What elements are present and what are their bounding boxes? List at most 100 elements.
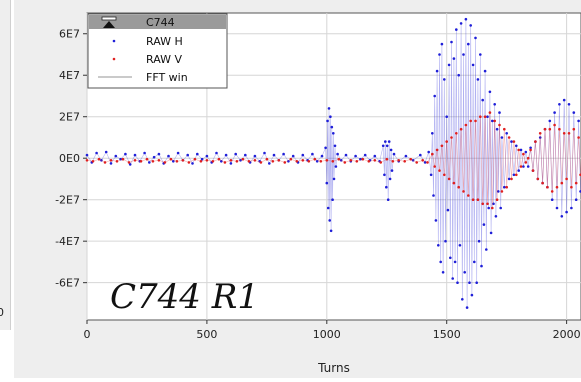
data-point-raw-h	[133, 153, 137, 157]
data-point-raw-h	[325, 181, 329, 185]
data-point-raw-h	[550, 198, 554, 201]
data-point-raw-v	[543, 127, 547, 131]
y-tick-label: -2E7	[55, 194, 80, 207]
data-point-raw-v	[529, 148, 532, 152]
data-point-raw-v	[139, 160, 143, 163]
data-point-raw-h	[572, 111, 576, 114]
data-point-raw-h	[324, 146, 327, 150]
data-point-raw-h	[461, 298, 464, 301]
data-point-raw-h	[167, 154, 170, 158]
data-point-raw-h	[548, 119, 552, 123]
data-point-raw-v	[103, 161, 107, 164]
data-point-raw-h	[385, 185, 388, 189]
data-point-raw-v	[474, 119, 477, 123]
data-point-raw-h	[143, 151, 146, 155]
data-point-raw-v	[488, 111, 492, 114]
data-point-raw-h	[336, 152, 339, 156]
data-point-raw-h	[433, 94, 437, 98]
data-point-raw-v	[548, 127, 552, 131]
data-point-raw-v	[452, 181, 456, 185]
data-point-raw-h	[499, 206, 503, 210]
data-point-raw-h	[538, 136, 542, 139]
data-point-raw-h	[489, 231, 493, 235]
data-point-raw-v	[211, 160, 215, 163]
series-raw-v	[85, 111, 581, 210]
data-point-raw-h	[200, 157, 204, 161]
data-point-raw-h	[429, 173, 433, 177]
data-point-raw-v	[459, 127, 463, 131]
data-point-raw-v	[577, 136, 580, 139]
data-point-raw-v	[438, 169, 441, 172]
legend-header-label: C744	[146, 16, 175, 29]
data-point-raw-v	[517, 148, 520, 152]
data-point-raw-h	[344, 153, 348, 157]
data-point-raw-v	[319, 160, 323, 163]
data-point-raw-h	[354, 154, 357, 158]
data-point-raw-h	[381, 144, 385, 148]
data-point-raw-v	[462, 190, 465, 193]
y-tick-label: 0E0	[59, 152, 80, 165]
x-tick-label: 2000	[553, 328, 581, 341]
data-point-raw-v	[440, 144, 444, 148]
data-point-raw-h	[477, 239, 481, 243]
data-point-raw-v	[343, 161, 347, 164]
data-point-raw-h	[522, 165, 525, 168]
data-point-raw-h	[475, 281, 479, 285]
x-tick-label: 500	[196, 328, 217, 341]
data-point-raw-h	[427, 150, 431, 154]
data-point-raw-h	[332, 177, 336, 181]
data-point-raw-h	[329, 115, 332, 118]
data-point-raw-h	[446, 208, 450, 212]
data-point-raw-v	[367, 160, 371, 163]
data-point-raw-h	[287, 160, 290, 163]
data-point-raw-h	[411, 159, 415, 162]
legend-fft-win-label: FFT win	[146, 71, 188, 84]
data-point-raw-v	[495, 198, 499, 201]
data-point-raw-v	[307, 160, 311, 163]
data-point-raw-h	[176, 151, 180, 155]
data-point-raw-v	[483, 115, 487, 118]
data-point-raw-h	[560, 215, 564, 218]
data-point-raw-v	[259, 161, 263, 164]
data-point-raw-h	[253, 154, 257, 158]
data-point-raw-h	[451, 277, 455, 280]
data-point-raw-h	[553, 111, 556, 114]
data-point-raw-h	[431, 132, 434, 135]
data-point-raw-v	[421, 159, 425, 162]
data-point-raw-h	[386, 198, 390, 201]
data-point-raw-h	[483, 69, 487, 73]
y-tick-label: -6E7	[55, 277, 80, 290]
data-point-raw-h	[268, 162, 271, 165]
data-point-raw-h	[487, 206, 491, 210]
data-point-raw-h	[492, 202, 495, 206]
y-tick-label: 4E7	[59, 69, 80, 82]
data-point-raw-v	[467, 194, 470, 197]
data-point-raw-v	[464, 123, 468, 127]
data-point-raw-h	[503, 185, 506, 189]
data-point-raw-v	[524, 161, 528, 164]
data-point-raw-v	[481, 202, 485, 206]
data-point-raw-v	[163, 161, 167, 164]
collapse-triangle-icon[interactable]	[101, 16, 117, 28]
data-point-raw-h	[505, 132, 509, 135]
data-point-raw-h	[272, 153, 276, 157]
data-point-raw-v	[553, 123, 556, 127]
data-point-raw-v	[433, 165, 437, 168]
data-point-raw-h	[205, 154, 209, 158]
data-point-raw-h	[574, 198, 578, 201]
data-point-raw-h	[229, 162, 233, 165]
data-point-raw-v	[361, 157, 365, 161]
data-point-raw-v	[169, 157, 173, 161]
data-point-raw-h	[517, 169, 520, 172]
data-point-raw-v	[97, 157, 101, 161]
data-point-raw-h	[315, 160, 319, 163]
data-point-raw-v	[515, 173, 518, 177]
data-point-raw-v	[570, 185, 573, 189]
data-point-raw-v	[91, 160, 95, 163]
data-point-raw-v	[493, 119, 497, 123]
data-point-raw-h	[498, 111, 501, 114]
data-point-raw-v	[550, 190, 554, 193]
data-point-raw-h	[455, 28, 458, 31]
legend-raw-h-label: RAW H	[146, 35, 183, 48]
data-point-raw-h	[452, 57, 456, 60]
